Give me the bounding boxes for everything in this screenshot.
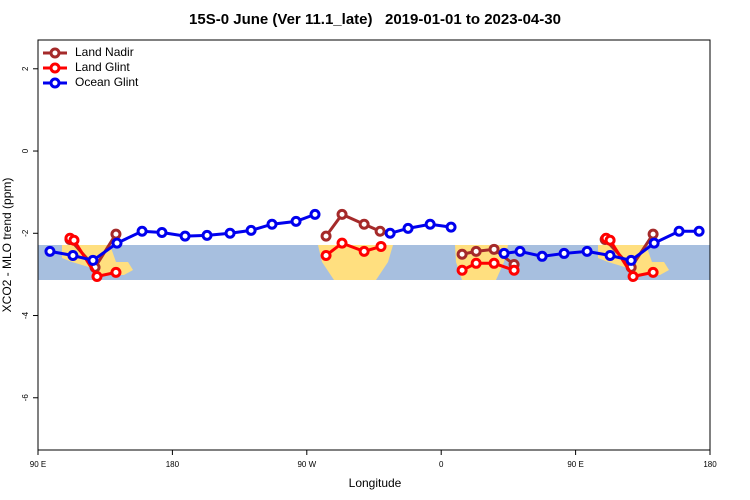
data-point xyxy=(358,245,370,257)
legend-label: Land Nadir xyxy=(75,45,134,59)
y-axis-label: XCO2 - MLO trend (ppm) xyxy=(0,178,14,313)
data-point xyxy=(536,250,548,262)
data-point xyxy=(156,226,168,238)
plot-frame xyxy=(37,39,711,451)
data-point xyxy=(581,245,593,257)
data-point xyxy=(290,215,302,227)
y-tick-label: -2 xyxy=(21,229,30,237)
legend-label: Land Glint xyxy=(75,60,130,74)
data-point xyxy=(673,225,685,237)
x-tick-label: 0 xyxy=(439,460,444,469)
legend-marker xyxy=(49,77,61,89)
x-tick-label: 90 W xyxy=(297,460,316,469)
data-point xyxy=(136,225,148,237)
x-tick-label: 90 E xyxy=(30,460,46,469)
data-point xyxy=(558,247,570,259)
data-point xyxy=(374,225,386,237)
data-point xyxy=(375,240,387,252)
data-point xyxy=(224,227,236,239)
data-point xyxy=(384,227,396,239)
y-tick-label: -4 xyxy=(21,311,30,319)
data-point xyxy=(68,234,80,246)
x-axis-label: Longitude xyxy=(349,476,402,490)
data-point xyxy=(87,254,99,266)
data-point xyxy=(508,264,520,276)
data-point xyxy=(179,230,191,242)
data-point xyxy=(647,228,659,240)
data-point xyxy=(91,270,103,282)
data-point xyxy=(456,248,468,260)
data-point xyxy=(402,222,414,234)
data-point xyxy=(456,264,468,276)
data-point xyxy=(647,266,659,278)
map-band xyxy=(38,245,710,280)
data-point xyxy=(336,237,348,249)
data-point xyxy=(111,237,123,249)
data-point xyxy=(604,234,616,246)
data-point xyxy=(498,247,510,259)
data-point xyxy=(266,218,278,230)
legend-label: Ocean Glint xyxy=(75,75,139,89)
y-tick-label: 0 xyxy=(21,148,30,153)
data-point xyxy=(309,208,321,220)
legend-marker xyxy=(49,62,61,74)
data-point xyxy=(693,225,705,237)
legend-marker xyxy=(49,47,61,59)
data-point xyxy=(488,243,500,255)
x-tick-label: 90 E xyxy=(567,460,583,469)
data-point xyxy=(488,257,500,269)
data-point xyxy=(604,249,616,261)
data-point xyxy=(245,224,257,236)
data-point xyxy=(358,218,370,230)
x-tick-label: 180 xyxy=(166,460,180,469)
y-tick-label: 2 xyxy=(21,66,30,71)
data-point xyxy=(445,221,457,233)
x-tick-label: 180 xyxy=(703,460,717,469)
data-point xyxy=(201,229,213,241)
y-tick-label: -6 xyxy=(21,394,30,402)
data-point xyxy=(470,245,482,257)
data-point xyxy=(44,245,56,257)
data-point xyxy=(625,254,637,266)
data-point xyxy=(320,230,332,242)
data-point xyxy=(514,245,526,257)
data-point xyxy=(110,228,122,240)
data-point xyxy=(110,266,122,278)
data-point xyxy=(67,249,79,261)
data-point xyxy=(320,249,332,261)
data-point xyxy=(648,237,660,249)
data-point xyxy=(424,218,436,230)
land xyxy=(318,245,393,280)
chart-title: 15S-0 June (Ver 11.1_late) 2019-01-01 to… xyxy=(189,11,561,28)
data-point xyxy=(627,270,639,282)
data-point xyxy=(470,257,482,269)
data-point xyxy=(336,208,348,220)
